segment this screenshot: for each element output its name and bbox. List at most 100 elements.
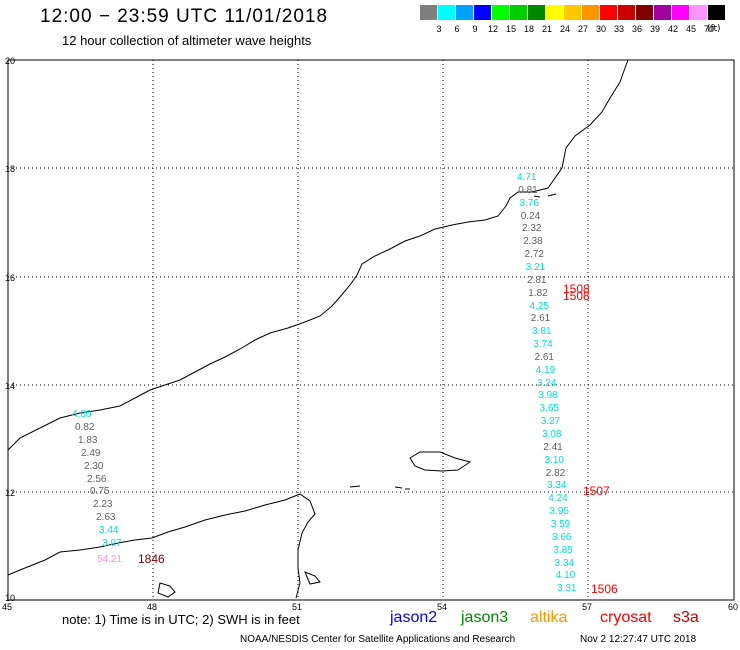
color-legend: 3 6 9 12 15 18 21 24 27 30 33 36 39 42 45 70 (ft) — [420, 5, 727, 35]
left-track-value: 2.56 — [87, 473, 107, 485]
legend-swatch — [708, 5, 725, 20]
x-tick-label: 51 — [292, 602, 303, 612]
right-track-value: 2.82 — [545, 467, 566, 479]
mission-label-cryosat: cryosat — [600, 609, 652, 626]
right-track-value: 4.19 — [535, 364, 556, 376]
right-track-value: 0.81 — [518, 184, 538, 196]
right-track-value: 3.74 — [533, 339, 553, 351]
legend-label: 3 — [436, 24, 442, 34]
map-border — [7, 59, 735, 601]
legend-unit: (ft) — [707, 24, 721, 34]
coastline — [7, 59, 629, 599]
time-label: 1507 — [583, 484, 610, 498]
legend-swatch — [600, 5, 617, 20]
right-track-value: 4.25 — [529, 300, 549, 312]
legend-label: 18 — [523, 24, 534, 34]
legend-label: 45 — [685, 24, 696, 34]
legend-label: 6 — [454, 24, 460, 34]
right-track-value: 2.61 — [534, 351, 554, 363]
y-tick-label: 18 — [5, 164, 16, 174]
right-track-value: 4.24 — [548, 493, 568, 505]
legend-label: 12 — [487, 24, 498, 34]
right-track-value: 2.81 — [527, 274, 547, 286]
time-label: 1508 — [563, 289, 590, 303]
right-track-value: 3.31 — [557, 583, 577, 595]
right-track-value: 3.76 — [519, 197, 539, 209]
legend-swatch — [438, 5, 455, 20]
legend-label: 70 — [703, 24, 714, 34]
y-tick-label: 20 — [5, 56, 16, 66]
right-track-value: 2.61 — [530, 313, 551, 325]
right-track-value: 3.66 — [552, 531, 572, 543]
right-track-value: 3.81 — [532, 326, 552, 338]
right-track-value: 2.32 — [522, 223, 542, 235]
left-track-value: 0.75 — [90, 486, 110, 498]
credit-text: NOAA/NESDIS Center for Satellite Applica… — [240, 634, 516, 645]
legend-label: 42 — [667, 24, 678, 34]
left-track-value: 1.83 — [78, 434, 98, 446]
left-track-value: 4.80 — [72, 409, 92, 420]
left-track-value: 3.44 — [99, 525, 119, 537]
right-track-value: 3.10 — [544, 454, 564, 466]
mission-label-s3a: s3a — [673, 609, 699, 626]
legend-swatch — [474, 5, 491, 20]
x-tick-label: 60 — [728, 602, 739, 612]
legend-swatch — [546, 5, 563, 20]
right-track-value: 3.59 — [550, 518, 571, 530]
footnote: note: 1) Time is in UTC; 2) SWH is in fe… — [62, 612, 300, 627]
right-track-value: 3.34 — [554, 557, 574, 569]
legend-swatch — [420, 5, 437, 20]
legend-swatch — [618, 5, 635, 20]
legend-swatch — [528, 5, 545, 20]
y-tick-label: 14 — [5, 381, 16, 391]
legend-swatch — [510, 5, 527, 20]
page-subtitle: 12 hour collection of altimeter wave hei… — [62, 33, 312, 48]
right-track-value: 2.38 — [523, 236, 543, 248]
left-track-value: 2.49 — [81, 447, 101, 459]
timestamp-text: Nov 2 12:27:47 UTC 2018 — [580, 634, 697, 645]
left-track-value: 3.07 — [102, 538, 122, 549]
right-track-value: 4.10 — [555, 570, 576, 582]
legend-swatch — [672, 5, 689, 20]
map-canvas — [7, 59, 735, 601]
legend-swatch — [582, 5, 599, 20]
legend-label: 21 — [541, 24, 552, 34]
right-track-value: 3.27 — [540, 416, 561, 428]
x-tick-label: 57 — [582, 602, 593, 612]
legend-label: 39 — [649, 24, 660, 34]
legend-label: 33 — [613, 24, 624, 34]
y-tick-label: 12 — [5, 488, 16, 498]
right-track-value: 3.21 — [525, 261, 546, 273]
legend-swatch — [690, 5, 707, 20]
right-track-value: 4.71 — [517, 172, 537, 183]
right-track-value: 3.24 — [537, 377, 557, 389]
x-tick-label: 45 — [2, 602, 13, 612]
legend-swatch — [636, 5, 653, 20]
mission-label-jason3: jason3 — [461, 609, 509, 626]
right-track-value: 2.41 — [543, 441, 563, 453]
legend-label: 9 — [472, 24, 478, 34]
legend-swatch — [564, 5, 581, 20]
left-track-value: 2.30 — [84, 460, 104, 472]
y-tick-label: 10 — [5, 593, 16, 603]
legend-swatch — [654, 5, 671, 20]
right-track-value: 1.82 — [528, 287, 548, 299]
x-tick-label: 48 — [147, 602, 158, 612]
right-track-value: 3.08 — [542, 429, 562, 440]
legend-label: 27 — [577, 24, 588, 34]
right-track-value: 3.34 — [547, 480, 567, 492]
legend-swatch — [456, 5, 473, 20]
left-track-value: 2.63 — [96, 512, 116, 524]
legend-label: 24 — [559, 24, 570, 34]
mission-label-jason2: jason2 — [390, 609, 438, 626]
x-tick-label: 54 — [437, 602, 448, 612]
page-title: 12:00 − 23:59 UTC 11/01/2018 — [40, 6, 329, 27]
y-tick-label: 16 — [5, 273, 16, 283]
right-track-value: 3.85 — [553, 544, 573, 556]
legend-swatch — [492, 5, 509, 20]
left-track-value: 2.23 — [93, 499, 113, 511]
left-track-value: 54.21 — [97, 554, 123, 565]
right-track-value: 3.95 — [549, 506, 569, 518]
mission-label-altika: altika — [530, 609, 568, 626]
